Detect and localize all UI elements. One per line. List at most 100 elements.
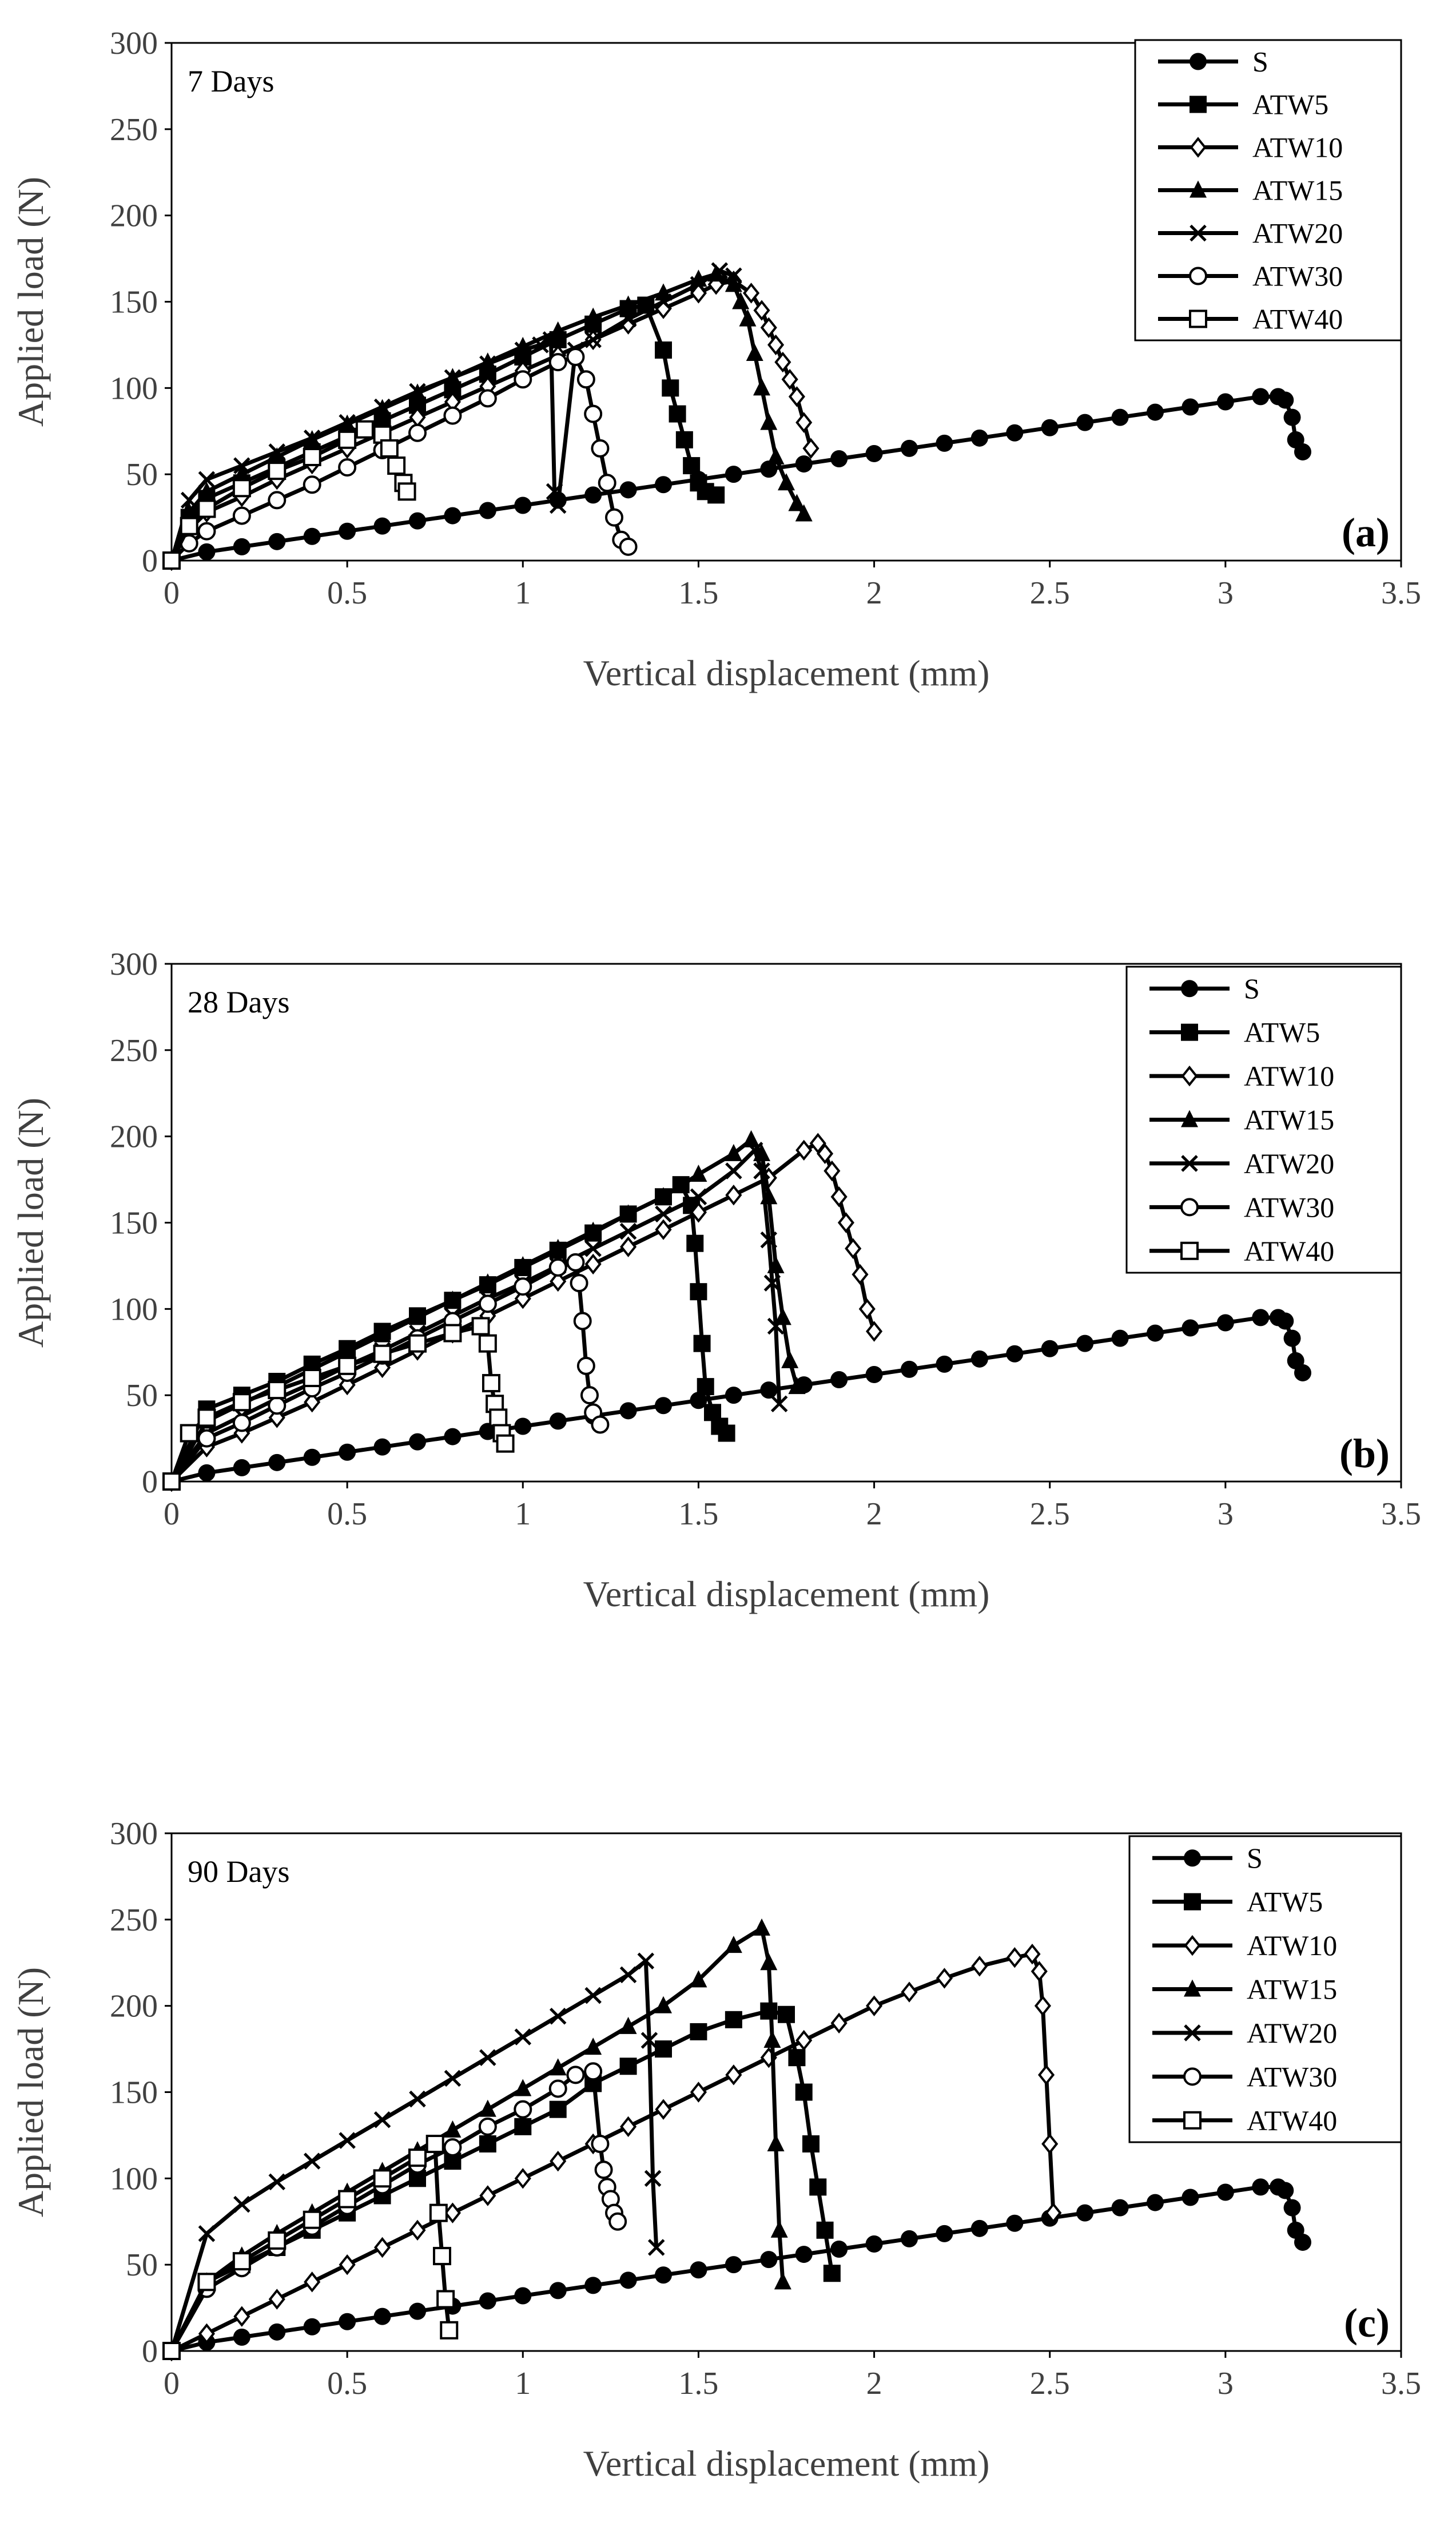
- data-point: [830, 2241, 848, 2258]
- data-point: [795, 504, 813, 522]
- panel-label: (b): [1339, 1431, 1390, 1476]
- x-axis-title: Vertical displacement (mm): [583, 653, 990, 693]
- data-point: [573, 1312, 592, 1330]
- data-point: [408, 1334, 427, 1353]
- data-point: [303, 448, 321, 466]
- data-point: [339, 1443, 356, 1461]
- y-tick-label: 150: [110, 285, 158, 320]
- legend-marker: [1181, 980, 1198, 998]
- data-point: [763, 1274, 781, 1292]
- y-tick-label: 100: [110, 1292, 158, 1327]
- data-point: [824, 1160, 841, 1182]
- legend-item-atw5: ATW5: [1158, 89, 1328, 121]
- y-tick-label: 150: [110, 2075, 158, 2111]
- legend: S ATW5 ATW10 ATW15 ATW20 ATW30 ATW40: [1128, 1835, 1402, 2143]
- data-point: [303, 2152, 321, 2170]
- data-point: [444, 1428, 462, 1445]
- data-point: [619, 481, 637, 499]
- data-point: [570, 1274, 588, 1293]
- data-point: [339, 522, 356, 540]
- data-point: [767, 334, 785, 356]
- data-point: [1216, 393, 1234, 411]
- data-point: [479, 2185, 496, 2206]
- data-point: [619, 2058, 637, 2075]
- data-point: [514, 1417, 532, 1435]
- data-point: [760, 1953, 778, 1971]
- data-point: [707, 486, 725, 504]
- y-tick-label: 250: [110, 1903, 158, 1938]
- data-point: [514, 2100, 532, 2119]
- y-tick-label: 300: [110, 1816, 158, 1852]
- data-point: [725, 2011, 742, 2028]
- series-s: [163, 1309, 1311, 1490]
- data-point: [478, 1334, 497, 1353]
- data-point: [373, 2307, 391, 2325]
- data-point: [409, 2090, 426, 2108]
- data-point: [304, 2271, 321, 2293]
- data-point: [444, 507, 462, 525]
- data-point: [532, 336, 549, 354]
- data-point: [690, 2261, 707, 2279]
- data-point: [1276, 1312, 1294, 1330]
- data-point: [655, 1205, 672, 1223]
- y-tick-label: 0: [142, 2334, 158, 2369]
- data-point: [619, 1204, 637, 1222]
- data-point: [598, 474, 616, 493]
- data-point: [197, 2273, 216, 2291]
- series-s: [163, 388, 1311, 569]
- chart-panel-90-days: Applied load (N) Vertical displacement (…: [10, 1816, 1421, 2484]
- data-point: [690, 276, 707, 293]
- data-point: [478, 1294, 497, 1313]
- data-point: [746, 1142, 763, 1159]
- data-point: [845, 1238, 862, 1259]
- data-point: [479, 1423, 496, 1440]
- data-point: [233, 538, 250, 555]
- data-point: [409, 2219, 426, 2241]
- data-point: [584, 486, 602, 504]
- data-point: [1181, 1319, 1199, 1337]
- data-point: [233, 1459, 250, 1476]
- data-point: [809, 1133, 826, 1154]
- data-point: [788, 386, 805, 407]
- data-point: [1252, 2178, 1270, 2196]
- x-tick-label: 0: [164, 2366, 180, 2401]
- data-point: [232, 506, 251, 525]
- data-point: [1111, 408, 1129, 426]
- data-point: [662, 379, 679, 397]
- data-point: [970, 2219, 988, 2237]
- data-point: [619, 537, 638, 556]
- data-point: [742, 1130, 760, 1147]
- data-point: [655, 476, 672, 494]
- data-point: [548, 353, 567, 372]
- y-tick-label: 300: [110, 947, 158, 982]
- data-point: [1283, 408, 1301, 426]
- data-point: [594, 2160, 613, 2179]
- data-point: [374, 2237, 391, 2258]
- data-point: [580, 1386, 599, 1405]
- data-point: [865, 444, 883, 462]
- data-point: [482, 1374, 500, 1393]
- data-point: [268, 462, 287, 480]
- legend-label: ATW20: [1244, 1147, 1334, 1179]
- legend-marker: [1190, 180, 1207, 198]
- data-point: [619, 1222, 637, 1240]
- data-point: [444, 2120, 462, 2138]
- data-point: [303, 1369, 321, 1387]
- data-point: [1276, 2182, 1294, 2199]
- data-point: [546, 483, 563, 501]
- data-point: [690, 2082, 707, 2103]
- panel-label: (c): [1344, 2300, 1390, 2346]
- data-point: [373, 1438, 391, 1456]
- data-point: [1038, 2064, 1055, 2086]
- data-point: [409, 2302, 426, 2320]
- data-point: [162, 2342, 181, 2360]
- data-point: [584, 1987, 602, 2004]
- data-point: [162, 1472, 181, 1491]
- x-tick-label: 2.5: [1030, 575, 1070, 611]
- legend-item-atw5: ATW5: [1149, 1016, 1320, 1048]
- data-point: [774, 1308, 791, 1325]
- data-point: [514, 2118, 532, 2135]
- data-point: [584, 2038, 602, 2055]
- data-point: [479, 2049, 496, 2066]
- series-atw20: [163, 1952, 665, 2360]
